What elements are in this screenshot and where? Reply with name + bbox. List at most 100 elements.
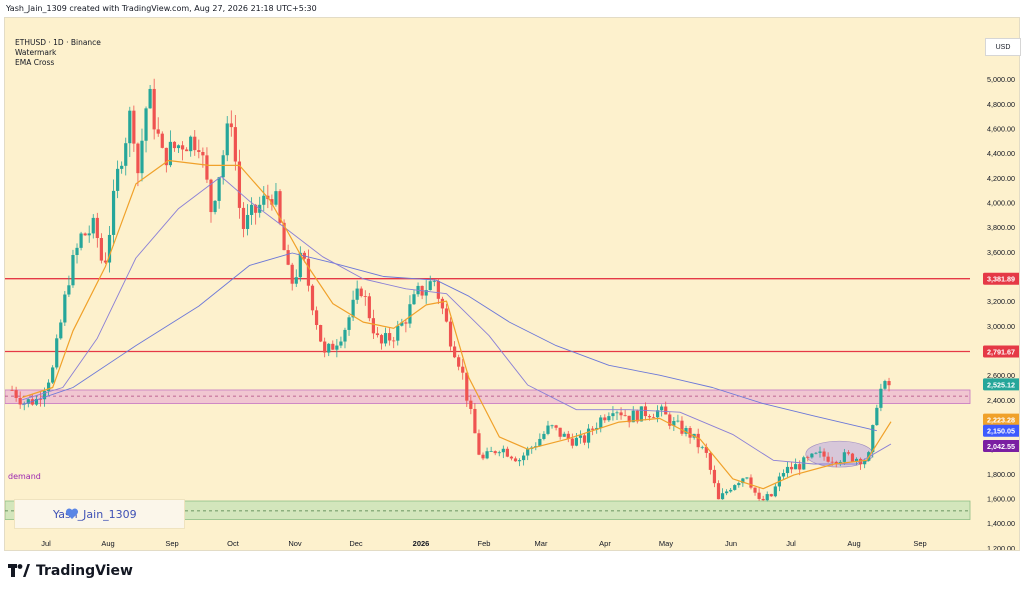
candle-body — [684, 428, 688, 434]
candle-body — [619, 412, 623, 416]
candle-body — [396, 325, 400, 341]
candle-body — [448, 321, 453, 347]
candles — [10, 78, 891, 502]
candle-body — [550, 425, 554, 427]
candle-body — [26, 399, 30, 404]
candle-body — [493, 451, 497, 454]
candle-body — [672, 421, 676, 426]
candle-body — [111, 190, 116, 235]
candle-body — [761, 498, 765, 501]
candle-body — [631, 410, 635, 423]
candle-body — [810, 453, 814, 458]
candle-body — [298, 252, 302, 278]
candle-body — [517, 460, 522, 462]
candle-body — [485, 451, 489, 459]
candle-body — [193, 136, 197, 151]
candle-body — [586, 428, 591, 443]
candle-body — [566, 433, 570, 439]
candle-body — [323, 341, 327, 353]
candle-body — [850, 453, 855, 462]
x-tick-label: Feb — [478, 539, 491, 548]
candle-body — [708, 452, 712, 470]
price-label-bg — [983, 424, 1019, 437]
candle-body — [854, 458, 859, 462]
candle-body — [286, 250, 290, 265]
candle-body — [887, 381, 891, 386]
candle-body — [704, 446, 708, 453]
candle-body — [781, 473, 786, 477]
candle-body — [773, 486, 777, 497]
candle-body — [424, 290, 428, 296]
candle-body — [436, 280, 440, 299]
candle-body — [749, 477, 753, 488]
candle-body — [432, 280, 436, 282]
y-tick-label: 4,800.00 — [987, 100, 1015, 109]
candle-body — [806, 457, 810, 459]
x-tick-label: Jul — [41, 539, 51, 548]
price-chart[interactable]: 5,000.00 4,800.00 4,600.00 4,400.00 4,200.00… — [5, 18, 1019, 550]
candle-body — [172, 141, 177, 149]
price-label-bg — [983, 413, 1019, 426]
candle-body — [814, 452, 818, 454]
candle-body — [314, 310, 319, 326]
candle-body — [363, 296, 367, 297]
candle-body — [274, 191, 278, 205]
price-label: 2,791.67 — [987, 348, 1015, 357]
candle-body — [152, 88, 156, 130]
candle-body — [656, 410, 660, 418]
candle-body — [209, 179, 213, 213]
chart-legend: ETHUSD · 1D · Binance Watermark EMA Cros… — [15, 38, 101, 68]
y-tick-label: 4,200.00 — [987, 174, 1015, 183]
candle-body — [148, 88, 152, 109]
price-label: 2,525.12 — [987, 380, 1015, 389]
candle-body — [497, 452, 501, 454]
y-tick-label: 2,600.00 — [987, 371, 1015, 380]
y-tick-label: 1,800.00 — [987, 470, 1015, 479]
candle-body — [688, 428, 692, 438]
candle-body — [42, 390, 47, 400]
y-tick-label: 1,400.00 — [987, 519, 1015, 528]
symbol-label[interactable]: ETHUSD · 1D · Binance — [15, 38, 101, 47]
candle-body — [696, 433, 700, 448]
candle-body — [700, 446, 704, 448]
candle-body — [757, 492, 761, 499]
x-tick-label: Jul — [786, 539, 796, 548]
candle-body — [91, 217, 95, 234]
candle-body — [647, 416, 652, 418]
demand-zone-label: demand — [8, 472, 41, 481]
candle-body — [95, 217, 99, 239]
candle-body — [574, 437, 578, 446]
candle-body — [611, 413, 615, 417]
ema-slow-line — [22, 176, 892, 465]
candle-body — [392, 340, 396, 342]
currency-button[interactable]: USD — [985, 38, 1021, 56]
candle-body — [607, 416, 611, 421]
candle-body — [599, 417, 603, 428]
candle-body — [639, 406, 643, 422]
candle-body — [120, 165, 124, 169]
candle-body — [623, 415, 627, 417]
y-tick-label: 3,200.00 — [987, 297, 1015, 306]
tradingview-logo[interactable]: TradingView — [8, 563, 133, 579]
candle-body — [144, 108, 148, 141]
candle-body — [562, 433, 566, 437]
watermark-label[interactable]: Watermark — [15, 48, 57, 57]
candle-body — [59, 322, 63, 339]
candle-body — [461, 366, 465, 373]
candle-body — [875, 407, 879, 426]
candle-body — [412, 294, 416, 305]
candle-body — [197, 150, 201, 153]
candle-body — [343, 329, 347, 342]
price-label: 2,223.28 — [987, 416, 1015, 425]
candle-body — [798, 464, 802, 470]
indicator-label[interactable]: EMA Cross — [15, 58, 55, 67]
candle-body — [753, 487, 757, 493]
candle-body — [513, 458, 518, 462]
candle-body — [538, 438, 542, 447]
x-tick-label: Sep — [913, 539, 926, 548]
chart-area[interactable]: 5,000.00 4,800.00 4,600.00 4,400.00 4,200.00… — [4, 17, 1021, 551]
candle-body — [10, 389, 14, 391]
ma-long-line — [22, 252, 877, 432]
candle-body — [351, 299, 355, 318]
candle-body — [794, 464, 798, 470]
